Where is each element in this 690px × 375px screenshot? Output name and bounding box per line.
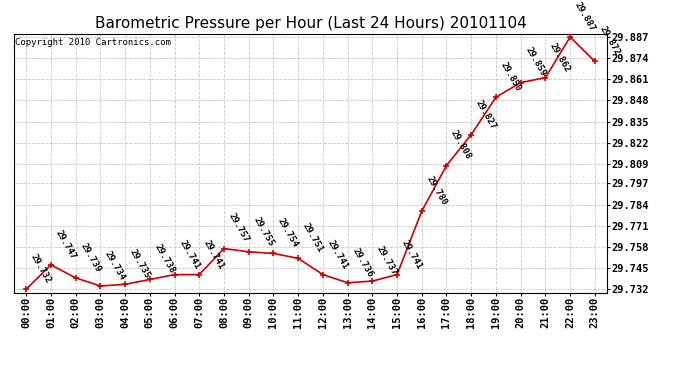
Text: 29.808: 29.808 <box>449 129 473 161</box>
Text: 29.850: 29.850 <box>499 61 522 93</box>
Text: 29.741: 29.741 <box>177 238 201 270</box>
Title: Barometric Pressure per Hour (Last 24 Hours) 20101104: Barometric Pressure per Hour (Last 24 Ho… <box>95 16 526 31</box>
Text: 29.751: 29.751 <box>301 222 325 254</box>
Text: 29.735: 29.735 <box>128 248 152 280</box>
Text: 29.738: 29.738 <box>152 243 177 275</box>
Text: 29.827: 29.827 <box>474 98 498 130</box>
Text: 29.755: 29.755 <box>251 215 275 248</box>
Text: 29.754: 29.754 <box>276 217 300 249</box>
Text: 29.780: 29.780 <box>424 174 448 207</box>
Text: 29.757: 29.757 <box>227 212 250 244</box>
Text: 29.736: 29.736 <box>351 246 374 279</box>
Text: 29.859: 29.859 <box>524 46 547 78</box>
Text: 29.741: 29.741 <box>326 238 350 270</box>
Text: 29.887: 29.887 <box>573 0 597 33</box>
Text: 29.739: 29.739 <box>79 241 102 274</box>
Text: 29.872: 29.872 <box>598 25 622 57</box>
Text: 29.734: 29.734 <box>103 249 127 282</box>
Text: 29.737: 29.737 <box>375 244 399 277</box>
Text: 29.747: 29.747 <box>54 228 77 261</box>
Text: 29.732: 29.732 <box>29 253 53 285</box>
Text: 29.741: 29.741 <box>400 238 424 270</box>
Text: 29.741: 29.741 <box>202 238 226 270</box>
Text: Copyright 2010 Cartronics.com: Copyright 2010 Cartronics.com <box>15 38 171 46</box>
Text: 29.862: 29.862 <box>548 41 572 74</box>
